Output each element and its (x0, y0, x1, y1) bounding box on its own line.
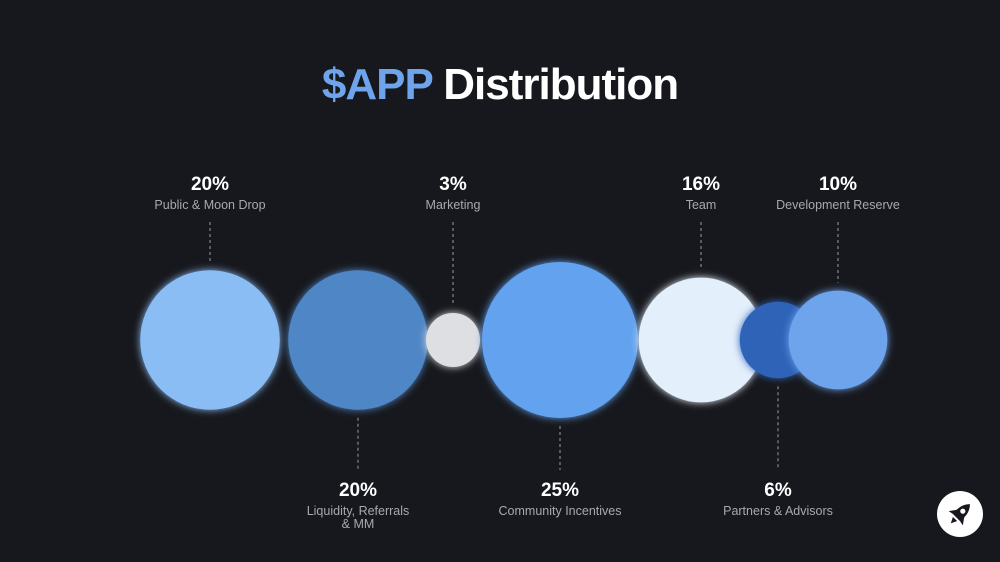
bubble (788, 290, 888, 390)
page-title: $APP Distribution (0, 60, 1000, 110)
title-rest: Distribution (443, 60, 679, 109)
category-label-line: Liquidity, Referrals (307, 504, 410, 518)
category-label-line: Team (686, 198, 717, 212)
category-label-line: Public & Moon Drop (154, 198, 265, 212)
rocket-icon (948, 504, 970, 526)
category-label: Public & Moon Drop (154, 198, 265, 212)
value-label: 20% (339, 480, 377, 501)
rocket-logo (937, 491, 983, 537)
category-label-line: Community Incentives (499, 504, 622, 518)
value-label: 25% (541, 480, 579, 501)
category-label: Development Reserve (776, 198, 900, 212)
category-label-line: Partners & Advisors (723, 504, 833, 518)
bubble (638, 277, 764, 403)
title-accent: $APP (321, 60, 433, 109)
category-label: Partners & Advisors (723, 504, 833, 518)
category-label: Marketing (426, 198, 481, 212)
bubble (425, 312, 481, 368)
value-label: 6% (764, 480, 792, 501)
category-label-line: & MM (342, 517, 375, 531)
bubble (288, 270, 428, 410)
bubble (482, 262, 638, 418)
value-label: 10% (819, 174, 857, 195)
bubble (140, 270, 280, 410)
category-label: Team (686, 198, 717, 212)
value-label: 16% (682, 174, 720, 195)
category-label-line: Marketing (426, 198, 481, 212)
category-label-line: Development Reserve (776, 198, 900, 212)
value-label: 3% (439, 174, 467, 195)
value-label: 20% (191, 174, 229, 195)
category-label: Community Incentives (499, 504, 622, 518)
category-label: Liquidity, Referrals & MM (307, 504, 410, 531)
